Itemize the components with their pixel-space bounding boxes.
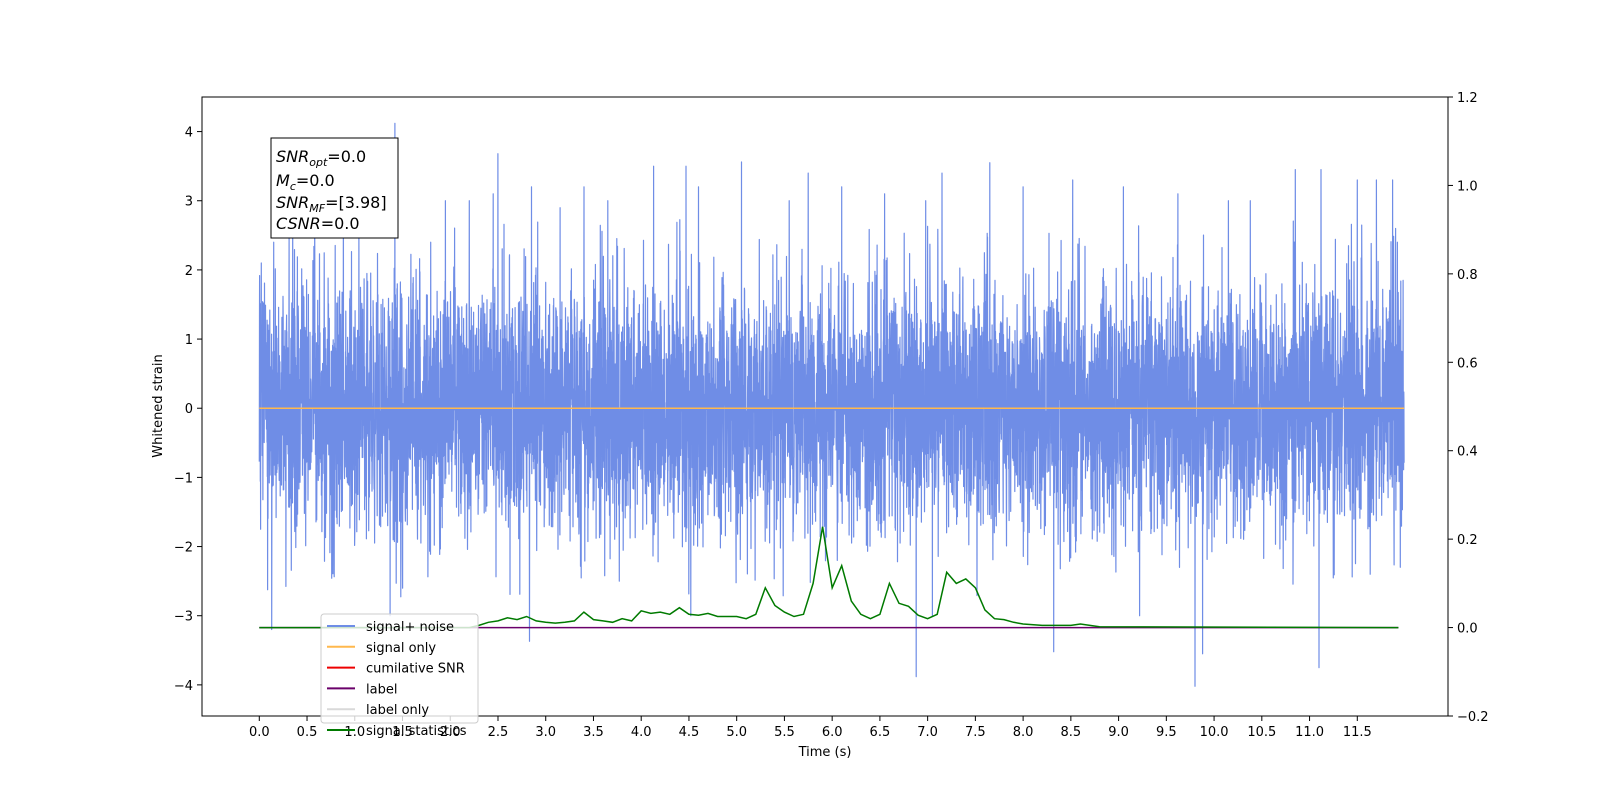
- x-tick-label: 10.0: [1200, 725, 1229, 740]
- x-tick-label: 11.5: [1343, 725, 1372, 740]
- y-tick-label: 2: [185, 264, 193, 279]
- x-tick-label: 9.0: [1108, 725, 1129, 740]
- x-tick-label: 7.5: [965, 725, 986, 740]
- x-tick-label: 6.0: [822, 725, 843, 740]
- info-csnr-value: =0.0: [321, 214, 360, 233]
- x-tick-label: 5.0: [726, 725, 747, 740]
- y-right-tick-label: 0.4: [1457, 445, 1478, 460]
- x-tick-label: 8.0: [1013, 725, 1034, 740]
- y-tick-label: −2: [174, 541, 193, 556]
- x-tick-label: 2.0: [440, 725, 461, 740]
- x-tick-label: 1.5: [392, 725, 413, 740]
- y-right-tick-label: 0.2: [1457, 533, 1478, 548]
- x-axis: 0.0 0.5 1.0 1.5 2.0 2.5 3.0 3.5 4.0 4.5 5.0 5.5 6.0 6…: [249, 716, 1372, 740]
- info-snr-mf-value: =[3.98]: [325, 193, 387, 212]
- x-tick-label: 1.0: [344, 725, 365, 740]
- x-tick-label: 11.0: [1295, 725, 1324, 740]
- legend-label-signal-noise: signal+ noise: [366, 620, 454, 635]
- y-tick-label: −1: [174, 471, 193, 486]
- x-axis-label: Time (s): [798, 745, 852, 760]
- x-tick-label: 4.5: [679, 725, 700, 740]
- x-tick-label: 9.5: [1156, 725, 1177, 740]
- y-axis-label: Whitened strain: [151, 354, 166, 457]
- legend: signal+ noise signal only cumilative SNR la…: [320, 613, 479, 739]
- y-tick-label: 3: [185, 195, 193, 210]
- x-tick-label: 0.0: [249, 725, 270, 740]
- x-tick-label: 8.5: [1061, 725, 1082, 740]
- y-tick-label: 4: [185, 126, 193, 141]
- series-signal-noise-line: [258, 122, 1405, 687]
- info-box: SNRopt=0.0 Mc=0.0 SNRMF=[3.98] CSNR=0.0: [270, 137, 399, 239]
- legend-label-signal-only: signal only: [366, 641, 436, 656]
- y-axis-right: −0.2 0.0 0.2 0.4 0.6 0.8 1.0 1.2: [1448, 91, 1489, 725]
- y-tick-label: 1: [185, 333, 193, 348]
- info-snr-mf-symbol: SNR: [276, 193, 309, 212]
- info-snr-opt-symbol: SNR: [276, 147, 309, 166]
- y-right-tick-label: −0.2: [1457, 710, 1489, 725]
- x-tick-label: 10.5: [1247, 725, 1276, 740]
- plot-frame: [201, 96, 1449, 717]
- x-tick-label: 6.5: [870, 725, 891, 740]
- info-box-frame: [270, 137, 399, 239]
- x-tick-label: 2.5: [488, 725, 509, 740]
- info-mc-subscript: c: [290, 180, 296, 193]
- info-snr-opt-value: =0.0: [327, 147, 366, 166]
- x-tick-label: 3.5: [583, 725, 604, 740]
- y-right-tick-label: 0.6: [1457, 356, 1478, 371]
- legend-frame: [320, 613, 479, 724]
- x-tick-label: 5.5: [774, 725, 795, 740]
- info-line-snr-mf: SNRMF=[3.98]: [276, 193, 387, 215]
- info-csnr-symbol: CSNR: [276, 214, 321, 233]
- series-signal-statistics-line: [259, 526, 1399, 629]
- legend-label-label-only: label only: [366, 703, 429, 718]
- info-mc-value: =0.0: [296, 171, 335, 190]
- x-tick-label: 0.5: [297, 725, 318, 740]
- x-tick-label: 3.0: [535, 725, 556, 740]
- y-axis-left: −4 −3 −2 −1 0 1 2 3 4: [174, 126, 202, 694]
- info-line-chirp-mass: Mc=0.0: [276, 171, 335, 193]
- info-line-csnr: CSNR=0.0: [276, 214, 360, 233]
- y-tick-label: −4: [174, 679, 193, 694]
- legend-label-signal-statistics: signal statistics: [366, 724, 467, 739]
- info-snr-opt-subscript: opt: [309, 156, 328, 169]
- y-right-tick-label: 0.8: [1457, 268, 1478, 283]
- y-right-tick-label: 0.0: [1457, 622, 1478, 637]
- x-tick-label: 4.0: [631, 725, 652, 740]
- legend-label-cumilative-snr: cumilative SNR: [366, 662, 465, 677]
- y-right-tick-label: 1.2: [1457, 91, 1478, 106]
- x-tick-label: 7.0: [917, 725, 938, 740]
- y-tick-label: 0: [185, 402, 193, 417]
- y-right-tick-label: 1.0: [1457, 179, 1478, 194]
- legend-label-label: label: [366, 682, 397, 697]
- info-snr-mf-subscript: MF: [309, 202, 325, 215]
- info-line-snr-opt: SNRopt=0.0: [276, 147, 366, 169]
- info-mc-symbol: M: [276, 171, 290, 190]
- y-tick-label: −3: [174, 610, 193, 625]
